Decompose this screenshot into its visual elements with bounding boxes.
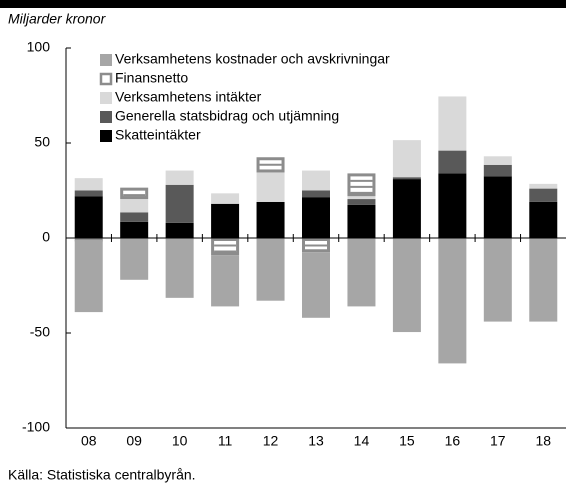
bar-segment [347, 204, 376, 238]
x-tick-label: 12 [263, 433, 279, 449]
bar-segment [392, 140, 421, 178]
bar-segment [74, 190, 103, 197]
source-note: Källa: Statistiska centralbyrån. [8, 467, 196, 483]
legend-swatch [100, 111, 112, 123]
bar-segment [165, 222, 194, 238]
bar-segment [120, 238, 149, 280]
bar-segment [211, 203, 240, 238]
legend-label: Generella statsbidrag och utjämning [115, 108, 339, 124]
bar-segment [529, 188, 558, 202]
x-tick-label: 08 [81, 433, 97, 449]
bar-segment [347, 238, 376, 307]
bar-segment [211, 255, 240, 307]
y-tick-label: 0 [42, 229, 50, 245]
y-tick-label: -100 [22, 419, 50, 435]
bar-segment [347, 199, 376, 205]
legend-label: Finansnetto [115, 70, 188, 86]
bar-segment [256, 201, 285, 238]
bar-segment [74, 178, 103, 191]
bar-segment [392, 177, 421, 180]
bar-segment [438, 238, 467, 364]
header-band [0, 0, 566, 8]
bar-segment [347, 196, 376, 200]
legend-swatch [100, 54, 112, 66]
bar-segment [211, 193, 240, 204]
legend-swatch [100, 92, 112, 104]
x-tick-label: 09 [126, 433, 142, 449]
bar-segment [165, 170, 194, 185]
x-tick-label: 15 [399, 433, 415, 449]
bar-segment [302, 170, 330, 191]
bar-segment [483, 156, 512, 165]
bar-segment [302, 252, 330, 318]
x-tick-label: 14 [354, 433, 370, 449]
bar-segment [392, 179, 421, 238]
bar-segment [438, 96, 467, 151]
bar-segment [483, 164, 512, 177]
y-tick-label: 50 [34, 134, 50, 150]
x-tick-label: 10 [172, 433, 188, 449]
bar-segment [438, 150, 467, 174]
bar-segment [347, 173, 376, 197]
legend-label: Verksamhetens kostnader och avskrivninga… [115, 51, 390, 67]
y-axis-label: Miljarder kronor [8, 11, 107, 27]
bar-segment [165, 184, 194, 223]
bar-segment [120, 199, 149, 213]
legend-label: Skatteintäkter [115, 127, 201, 143]
bar-segment [74, 239, 103, 313]
bar-segment [483, 176, 512, 238]
x-tick-label: 17 [490, 433, 506, 449]
bar-segment [165, 238, 194, 298]
bar-segment [120, 187, 149, 200]
bar-segment [74, 196, 103, 238]
bar-segment [256, 238, 285, 301]
bar-segment [529, 201, 558, 238]
y-tick-label: 100 [27, 39, 51, 55]
bar-segment [483, 238, 512, 322]
bar-segment [302, 197, 330, 238]
bar-segment [120, 221, 149, 238]
bar-segment [392, 238, 421, 333]
legend-swatch [100, 130, 112, 142]
legend-swatch [99, 72, 113, 86]
bar-segment [529, 183, 558, 189]
legend-label: Verksamhetens intäkter [115, 89, 262, 105]
x-tick-label: 18 [535, 433, 551, 449]
bar-segment [120, 212, 149, 222]
x-tick-label: 13 [308, 433, 324, 449]
x-tick-label: 16 [445, 433, 461, 449]
bar-segment [302, 190, 330, 198]
bar-segment [256, 172, 285, 202]
x-tick-label: 11 [218, 433, 233, 449]
bar-segment [529, 238, 558, 322]
bar-segment [438, 173, 467, 238]
bar-segment [211, 238, 240, 256]
y-tick-label: -50 [30, 324, 50, 340]
